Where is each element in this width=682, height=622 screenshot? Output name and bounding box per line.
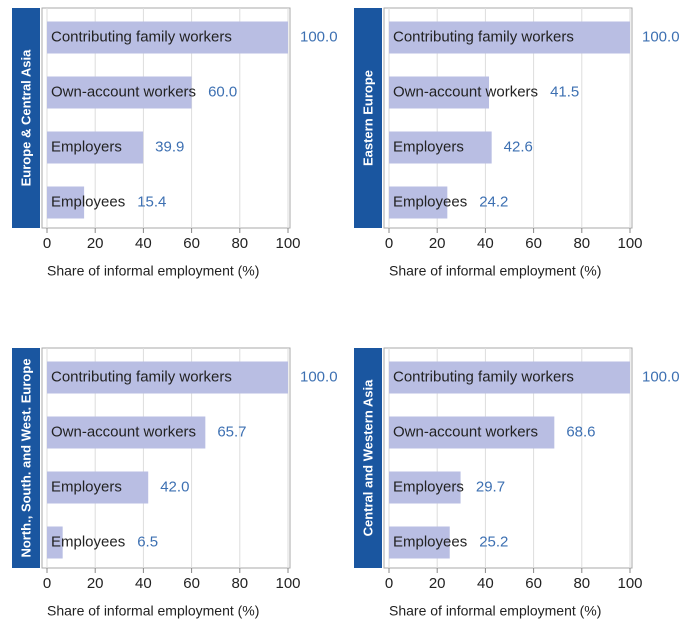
x-tick-label: 100 — [617, 575, 642, 592]
bar — [389, 526, 450, 559]
panel-title: Central and Western Asia — [360, 379, 375, 537]
panel-title: Europe & Central Asia — [18, 49, 33, 187]
category-label: Employers — [51, 478, 122, 495]
x-tick-label: 40 — [135, 235, 152, 252]
value-label: 68.6 — [566, 423, 595, 440]
panel-title: North., South. and West. Europe — [18, 358, 33, 557]
category-label: Employers — [393, 478, 464, 495]
category-label: Own-account workers — [51, 423, 196, 440]
x-axis-label: Share of informal employment (%) — [389, 263, 601, 279]
x-tick-label: 60 — [525, 235, 542, 252]
x-tick-label: 100 — [275, 235, 300, 252]
value-label: 60.0 — [208, 83, 237, 100]
bar — [389, 471, 461, 504]
x-tick-label: 60 — [183, 575, 200, 592]
panel: Central and Western Asia 0 20 40 60 80 100 Shar… — [354, 347, 680, 619]
x-tick-label: 0 — [385, 575, 393, 592]
value-label: 65.7 — [217, 423, 246, 440]
plot-frame — [41, 7, 291, 229]
value-label: 25.2 — [479, 533, 508, 550]
category-label: Employees — [51, 193, 125, 210]
value-label: 6.5 — [137, 533, 158, 550]
bar — [389, 416, 555, 449]
value-label: 15.4 — [137, 193, 166, 210]
value-label: 100.0 — [300, 368, 338, 385]
plot-frame — [383, 347, 633, 569]
category-label: Employers — [51, 138, 122, 155]
value-label: 39.9 — [155, 138, 184, 155]
value-label: 100.0 — [642, 28, 680, 45]
x-axis-label: Share of informal employment (%) — [47, 603, 259, 619]
bar — [47, 21, 288, 54]
panel-title: Eastern Europe — [360, 70, 375, 166]
value-label: 29.7 — [476, 478, 505, 495]
x-tick-label: 20 — [429, 575, 446, 592]
x-tick-label: 100 — [617, 235, 642, 252]
x-tick-label: 20 — [429, 235, 446, 252]
value-label: 100.0 — [642, 368, 680, 385]
x-tick-label: 80 — [231, 235, 248, 252]
x-tick-label: 60 — [183, 235, 200, 252]
bar — [47, 526, 63, 559]
x-tick-label: 100 — [275, 575, 300, 592]
value-label: 24.2 — [479, 193, 508, 210]
bar — [389, 186, 448, 219]
category-label: Own-account workers — [393, 423, 538, 440]
bar — [47, 76, 192, 109]
panel: Eastern Europe 0 20 40 60 80 100 Share of infor… — [354, 7, 680, 279]
x-tick-label: 0 — [43, 575, 51, 592]
value-label: 100.0 — [300, 28, 338, 45]
category-label: Employees — [51, 533, 125, 550]
category-label: Contributing family workers — [393, 28, 574, 45]
bar — [47, 131, 144, 164]
panel: Europe & Central Asia 0 20 40 60 80 100 Share o… — [12, 7, 338, 279]
category-label: Contributing family workers — [51, 368, 232, 385]
side-banner — [12, 8, 40, 228]
side-banner — [12, 348, 40, 568]
category-label: Contributing family workers — [393, 368, 574, 385]
x-tick-label: 80 — [231, 575, 248, 592]
bar — [389, 131, 492, 164]
side-banner — [354, 348, 382, 568]
category-label: Own-account workers — [51, 83, 196, 100]
x-tick-label: 0 — [43, 235, 51, 252]
bar — [389, 361, 630, 394]
bar — [47, 361, 288, 394]
x-tick-label: 0 — [385, 235, 393, 252]
category-label: Employers — [393, 138, 464, 155]
x-tick-label: 20 — [87, 235, 104, 252]
bar — [389, 76, 490, 109]
x-tick-label: 20 — [87, 575, 104, 592]
category-label: Own-account workers — [393, 83, 538, 100]
category-label: Contributing family workers — [51, 28, 232, 45]
plot-frame — [383, 7, 633, 229]
x-tick-label: 40 — [477, 235, 494, 252]
bar — [47, 471, 149, 504]
x-axis-label: Share of informal employment (%) — [389, 603, 601, 619]
x-tick-label: 40 — [135, 575, 152, 592]
x-tick-label: 40 — [477, 575, 494, 592]
bar — [47, 416, 206, 449]
side-banner — [354, 8, 382, 228]
panel: North., South. and West. Europe 0 20 40 60 80… — [12, 347, 338, 619]
category-label: Employees — [393, 193, 467, 210]
plot-frame — [41, 347, 291, 569]
bar — [389, 21, 630, 54]
x-tick-label: 80 — [573, 235, 590, 252]
x-tick-label: 80 — [573, 575, 590, 592]
bar — [47, 186, 85, 219]
x-tick-label: 60 — [525, 575, 542, 592]
category-label: Employees — [393, 533, 467, 550]
value-label: 42.0 — [160, 478, 189, 495]
x-axis-label: Share of informal employment (%) — [47, 263, 259, 279]
value-label: 41.5 — [550, 83, 579, 100]
value-label: 42.6 — [504, 138, 533, 155]
